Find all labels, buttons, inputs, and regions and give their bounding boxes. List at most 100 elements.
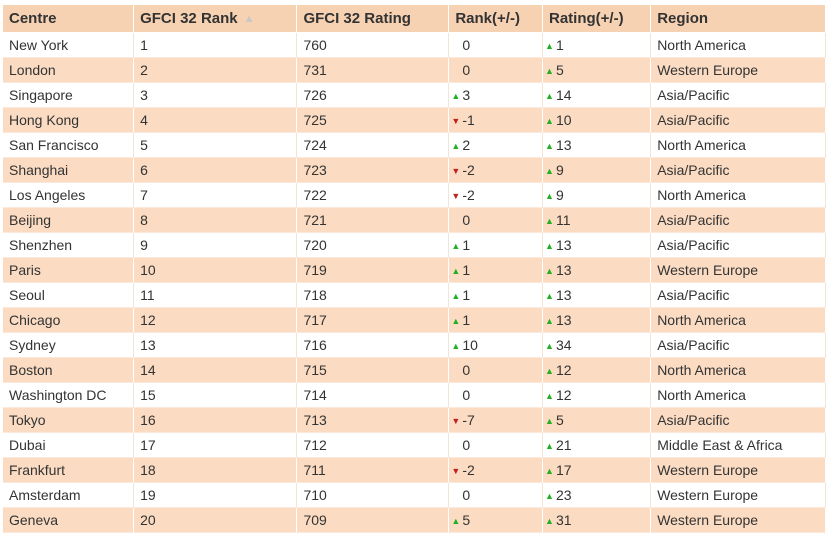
table-row[interactable]: Geneva 20 709 ▲ 5 ▲ 31 Western Europe [3, 508, 826, 533]
region-cell-value: Western Europe [657, 462, 759, 478]
rating-change-cell: ▲ 13 [542, 283, 652, 308]
rank-change-cell: 0 [449, 208, 543, 233]
arrow-up-icon: ▲ [544, 41, 554, 51]
sort-ascending-icon[interactable]: ▲ [243, 13, 255, 25]
rating-change-cell-value: 13 [555, 262, 572, 278]
rank-cell-value: 6 [140, 162, 148, 178]
centre-cell: Washington DC [3, 383, 135, 408]
arrow-up-icon: ▲ [544, 416, 554, 426]
region-cell: Asia/Pacific [651, 158, 826, 183]
centre-cell-value: Tokyo [9, 412, 46, 428]
table-row[interactable]: Shanghai 6 723 ▼ -2 ▲ 9 Asia/Pacific [3, 158, 826, 183]
rating-cell-value: 716 [303, 337, 327, 353]
region-cell-value: Asia/Pacific [657, 212, 730, 228]
rating-cell-value: 713 [303, 412, 327, 428]
rank-change-cell: ▲ 1 [449, 233, 543, 258]
rating-change-cell-value: 34 [555, 337, 572, 353]
rank-change-cell: ▼ -2 [449, 183, 543, 208]
rank-change-cell-value: 1 [462, 262, 471, 278]
rank-change-cell: ▲ 10 [449, 333, 543, 358]
table-row[interactable]: Paris 10 719 ▲ 1 ▲ 13 Western Europe [3, 258, 826, 283]
rating-cell: 712 [297, 433, 450, 458]
table-row[interactable]: New York 1 760 0 ▲ 1 North America [3, 33, 826, 58]
column-header-label: Centre [9, 10, 57, 27]
region-cell-value: Asia/Pacific [657, 237, 730, 253]
column-header-label: Rank(+/-) [455, 10, 520, 27]
region-cell-value: Asia/Pacific [657, 337, 730, 353]
table-row[interactable]: Seoul 11 718 ▲ 1 ▲ 13 Asia/Pacific [3, 283, 826, 308]
centre-cell: Seoul [3, 283, 135, 308]
column-header-rank-change[interactable]: Rank(+/-) [449, 5, 543, 33]
rank-cell-value: 13 [140, 337, 156, 353]
rank-change-cell-value: 10 [462, 337, 478, 353]
region-cell: North America [651, 33, 826, 58]
rank-change-cell-value: 1 [462, 312, 471, 328]
rank-cell: 2 [134, 58, 298, 83]
table-row[interactable]: London 2 731 0 ▲ 5 Western Europe [3, 58, 826, 83]
column-header-rank[interactable]: GFCI 32 Rank ▲ [134, 5, 298, 33]
column-header-rating[interactable]: GFCI 32 Rating [297, 5, 450, 33]
centre-cell: Shanghai [3, 158, 135, 183]
centre-cell-value: Washington DC [9, 387, 107, 403]
centre-cell-value: Los Angeles [9, 187, 86, 203]
rating-change-cell: ▲ 17 [542, 458, 652, 483]
arrow-up-icon: ▲ [544, 266, 554, 276]
rating-cell: 714 [297, 383, 450, 408]
rating-change-cell: ▲ 12 [542, 358, 652, 383]
column-header-region[interactable]: Region [651, 5, 826, 33]
rating-cell: 726 [297, 83, 450, 108]
rating-change-cell-value: 9 [555, 187, 564, 203]
table-row[interactable]: Sydney 13 716 ▲ 10 ▲ 34 Asia/Pacific [3, 333, 826, 358]
rating-cell: 719 [297, 258, 450, 283]
region-cell-value: North America [657, 37, 746, 53]
rating-change-cell-value: 5 [555, 62, 564, 78]
table-row[interactable]: Beijing 8 721 0 ▲ 11 Asia/Pacific [3, 208, 826, 233]
region-cell: Asia/Pacific [651, 408, 826, 433]
table-row[interactable]: Dubai 17 712 0 ▲ 21 Middle East & Africa [3, 433, 826, 458]
table-row[interactable]: Hong Kong 4 725 ▼ -1 ▲ 10 Asia/Pacific [3, 108, 826, 133]
rank-cell: 20 [134, 508, 298, 533]
rank-cell: 9 [134, 233, 298, 258]
table-row[interactable]: San Francisco 5 724 ▲ 2 ▲ 13 North America [3, 133, 826, 158]
centre-cell: London [3, 58, 135, 83]
rating-cell: 717 [297, 308, 450, 333]
rating-cell-value: 717 [303, 312, 327, 328]
region-cell: Asia/Pacific [651, 208, 826, 233]
table-header-row: Centre GFCI 32 Rank ▲ GFCI 32 Rating Rank… [3, 5, 826, 33]
arrow-up-icon: ▲ [544, 466, 554, 476]
rating-cell-value: 721 [303, 212, 327, 228]
rating-cell: 720 [297, 233, 450, 258]
column-header-centre[interactable]: Centre [3, 5, 135, 33]
rating-change-cell-value: 23 [555, 487, 572, 503]
arrow-up-icon: ▲ [451, 141, 461, 151]
arrow-up-icon: ▲ [544, 166, 554, 176]
rating-change-cell: ▲ 23 [542, 483, 652, 508]
arrow-down-icon: ▼ [451, 466, 461, 476]
table-row[interactable]: Amsterdam 19 710 0 ▲ 23 Western Europe [3, 483, 826, 508]
centre-cell: Tokyo [3, 408, 135, 433]
table-row[interactable]: Chicago 12 717 ▲ 1 ▲ 13 North America [3, 308, 826, 333]
table-row[interactable]: Shenzhen 9 720 ▲ 1 ▲ 13 Asia/Pacific [3, 233, 826, 258]
column-header-rating-change[interactable]: Rating(+/-) [542, 5, 652, 33]
table-row[interactable]: Washington DC 15 714 0 ▲ 12 North America [3, 383, 826, 408]
region-cell: Western Europe [651, 458, 826, 483]
table-row[interactable]: Singapore 3 726 ▲ 3 ▲ 14 Asia/Pacific [3, 83, 826, 108]
region-cell: Western Europe [651, 508, 826, 533]
rank-cell: 6 [134, 158, 298, 183]
rating-change-cell-value: 31 [555, 512, 572, 528]
table-row[interactable]: Tokyo 16 713 ▼ -7 ▲ 5 Asia/Pacific [3, 408, 826, 433]
centre-cell-value: Beijing [9, 212, 52, 228]
arrow-up-icon: ▲ [544, 491, 554, 501]
rank-change-cell: ▲ 1 [449, 258, 543, 283]
rank-cell-value: 9 [140, 237, 148, 253]
table-row[interactable]: Los Angeles 7 722 ▼ -2 ▲ 9 North America [3, 183, 826, 208]
table-row[interactable]: Boston 14 715 0 ▲ 12 North America [3, 358, 826, 383]
rank-change-cell-value: -2 [462, 187, 475, 203]
rank-cell: 16 [134, 408, 298, 433]
region-cell-value: Asia/Pacific [657, 87, 730, 103]
rating-cell: 709 [297, 508, 450, 533]
centre-cell-value: Boston [9, 362, 53, 378]
rank-cell-value: 3 [140, 87, 148, 103]
region-cell: Asia/Pacific [651, 108, 826, 133]
table-row[interactable]: Frankfurt 18 711 ▼ -2 ▲ 17 Western Europe [3, 458, 826, 483]
